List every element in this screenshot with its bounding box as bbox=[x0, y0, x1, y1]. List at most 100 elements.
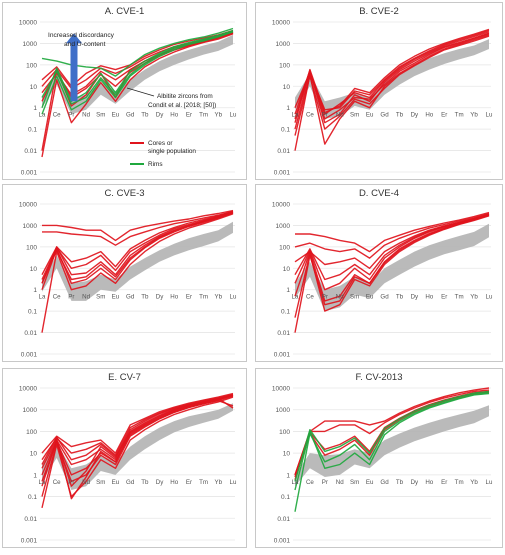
x-tick-label: Ce bbox=[53, 479, 61, 486]
x-tick-label: Ho bbox=[170, 294, 178, 301]
y-tick-label: 10 bbox=[30, 266, 38, 273]
legend-core-label-line1: Cores or bbox=[148, 140, 173, 147]
series-line-core bbox=[294, 32, 490, 124]
y-tick-label: 10000 bbox=[19, 386, 37, 393]
y-tick-label: 1 bbox=[286, 105, 290, 112]
y-tick-label: 1 bbox=[33, 105, 37, 112]
x-tick-label: Eu bbox=[112, 479, 120, 486]
panel-title: E. CV-7 bbox=[108, 372, 141, 383]
x-tick-label: Lu bbox=[486, 479, 493, 486]
x-tick-label: Gd bbox=[380, 294, 389, 301]
x-tick-label: Eu bbox=[112, 294, 120, 301]
x-tick-label: Tm bbox=[199, 294, 208, 301]
series-line-core bbox=[41, 33, 234, 158]
series-line-core bbox=[294, 28, 490, 123]
series-line-core bbox=[41, 213, 234, 333]
y-tick-label: 0.01 bbox=[277, 330, 290, 337]
x-tick-label: Sm bbox=[96, 112, 105, 119]
series-line-core bbox=[41, 392, 234, 454]
x-tick-label: Lu bbox=[230, 294, 237, 301]
y-tick-label: 10000 bbox=[19, 20, 37, 27]
y-tick-label: 0.01 bbox=[24, 516, 37, 523]
y-tick-label: 10000 bbox=[272, 386, 290, 393]
x-tick-label: Eu bbox=[366, 294, 374, 301]
y-tick-label: 0.1 bbox=[28, 494, 37, 501]
x-tick-label: Ce bbox=[53, 294, 61, 301]
series-line-core bbox=[42, 209, 234, 242]
x-tick-label: Dy bbox=[411, 112, 419, 119]
x-tick-label: Ce bbox=[306, 112, 314, 119]
x-tick-label: Er bbox=[186, 479, 192, 486]
y-tick-label: 0.1 bbox=[281, 127, 290, 134]
albitite-pointer bbox=[126, 87, 155, 97]
series-line-rim bbox=[294, 392, 490, 491]
series-line-core bbox=[41, 210, 234, 276]
y-tick-label: 10 bbox=[283, 84, 291, 91]
x-tick-label: Sm bbox=[350, 294, 359, 301]
x-tick-label: Dy bbox=[156, 112, 164, 119]
x-tick-label: Nd bbox=[82, 112, 90, 119]
x-tick-label: La bbox=[39, 479, 46, 486]
x-tick-label: Er bbox=[186, 112, 192, 119]
series-line-core bbox=[294, 35, 490, 136]
x-tick-label: Lu bbox=[230, 112, 237, 119]
y-tick-label: 10000 bbox=[272, 20, 290, 27]
x-tick-label: Sm bbox=[350, 112, 359, 119]
albitite-caption-line1: Albitite zircons from bbox=[157, 93, 213, 100]
y-tick-label: 10 bbox=[283, 451, 291, 458]
x-tick-label: Lu bbox=[486, 112, 493, 119]
series-line-core bbox=[42, 210, 234, 246]
x-tick-label: Er bbox=[186, 294, 192, 301]
series-line-core bbox=[294, 389, 490, 476]
x-tick-label: Yb bbox=[470, 479, 478, 486]
series-line-core bbox=[41, 393, 234, 461]
series-line-core bbox=[41, 400, 234, 500]
x-tick-label: Pr bbox=[68, 479, 74, 486]
panel-3: C. CVE-3 10000 1000 100 10 1 0.1 0.01 0.001 La Ce P… bbox=[2, 184, 247, 362]
x-tick-label: Tm bbox=[199, 479, 208, 486]
x-tick-label: Yb bbox=[470, 112, 478, 119]
panel-1: A. CVE-1 10000 1000 100 10 1 0.1 0.01 0.001 La Ce P… bbox=[2, 2, 247, 180]
series-line-core bbox=[294, 214, 490, 333]
x-tick-label: Ce bbox=[306, 479, 314, 486]
y-tick-label: 1000 bbox=[276, 407, 291, 414]
y-tick-label: 0.001 bbox=[274, 538, 291, 545]
x-tick-label: Er bbox=[441, 294, 447, 301]
x-tick-label: Nd bbox=[336, 294, 344, 301]
y-tick-label: 1000 bbox=[23, 41, 38, 48]
y-tick-label: 10 bbox=[283, 266, 291, 273]
reference-field bbox=[295, 223, 489, 312]
series-line-core bbox=[294, 33, 490, 120]
legend-core-label-line2: single population bbox=[148, 148, 196, 155]
x-tick-label: Nd bbox=[82, 479, 90, 486]
x-tick-label: Sm bbox=[96, 479, 105, 486]
discordancy-arrow-head bbox=[66, 33, 82, 44]
arrow-caption-line1: Increased discordancy bbox=[48, 32, 115, 39]
series-line-core bbox=[294, 212, 490, 259]
x-tick-label: La bbox=[292, 294, 299, 301]
panel-2: B. CVE-2 10000 1000 100 10 1 0.1 0.01 0.001 La Ce P… bbox=[255, 2, 503, 180]
x-tick-label: Ce bbox=[53, 112, 61, 119]
y-tick-label: 10 bbox=[30, 84, 38, 91]
x-tick-label: Lu bbox=[486, 294, 493, 301]
panel-title: B. CVE-2 bbox=[359, 6, 399, 17]
panel-title: F. CV-2013 bbox=[356, 372, 403, 383]
series-line-core bbox=[294, 34, 490, 151]
y-tick-label: 100 bbox=[279, 62, 290, 69]
y-tick-label: 0.01 bbox=[24, 330, 37, 337]
y-tick-label: 0.001 bbox=[21, 352, 38, 359]
panel-4: D. CVE-4 10000 1000 100 10 1 0.1 0.01 0.001 La Ce P… bbox=[255, 184, 503, 362]
y-tick-label: 100 bbox=[279, 429, 290, 436]
arrow-caption-line2: and U-content bbox=[64, 41, 106, 48]
x-tick-label: Pr bbox=[322, 112, 328, 119]
reference-field bbox=[295, 405, 489, 487]
x-tick-label: La bbox=[39, 294, 46, 301]
x-tick-label: Yb bbox=[215, 112, 223, 119]
y-tick-label: 1 bbox=[286, 472, 290, 479]
x-tick-label: Nd bbox=[82, 294, 90, 301]
x-tick-label: Dy bbox=[156, 294, 164, 301]
x-tick-label: Tb bbox=[141, 112, 149, 119]
x-tick-label: Pr bbox=[322, 294, 328, 301]
y-tick-label: 10000 bbox=[272, 202, 290, 209]
